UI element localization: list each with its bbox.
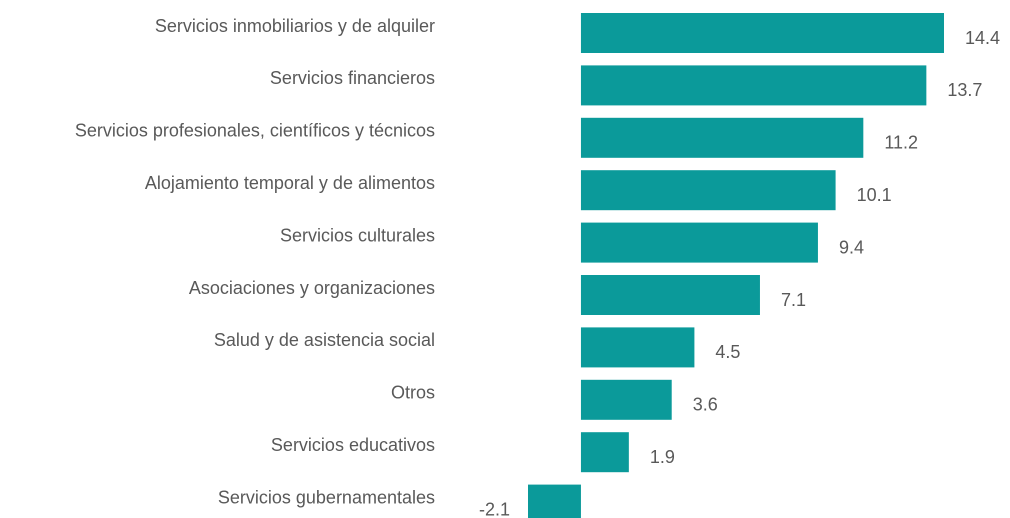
bar — [580, 222, 818, 263]
bar — [580, 65, 927, 106]
value-label: 14.4 — [965, 28, 1000, 48]
category-label: Servicios gubernamentales — [218, 487, 435, 507]
category-label: Servicios educativos — [271, 435, 435, 455]
bar — [528, 484, 581, 518]
bar — [580, 275, 760, 315]
value-label: -2.1 — [479, 499, 510, 518]
category-label: Servicios financieros — [270, 68, 435, 88]
value-label: 13.7 — [947, 80, 982, 100]
bar — [580, 379, 672, 420]
value-label: 1.9 — [650, 447, 675, 467]
category-label: Servicios inmobiliarios y de alquiler — [155, 16, 435, 36]
bar — [580, 117, 864, 158]
bar — [580, 432, 629, 473]
category-label: Salud y de asistencia social — [214, 330, 435, 350]
category-label: Otros — [391, 383, 435, 403]
value-label: 9.4 — [839, 237, 864, 257]
category-label: Servicios profesionales, científicos y t… — [75, 121, 435, 141]
value-label: 7.1 — [781, 290, 806, 310]
value-label: 11.2 — [884, 133, 918, 153]
bar — [580, 170, 836, 211]
value-label: 4.5 — [715, 342, 740, 362]
category-label: Alojamiento temporal y de alimentos — [145, 173, 435, 193]
bar — [580, 327, 695, 368]
category-label: Asociaciones y organizaciones — [189, 278, 435, 298]
category-label: Servicios culturales — [280, 225, 435, 245]
value-label: 3.6 — [693, 395, 718, 415]
value-label: 10.1 — [857, 185, 892, 205]
bar — [580, 13, 944, 53]
